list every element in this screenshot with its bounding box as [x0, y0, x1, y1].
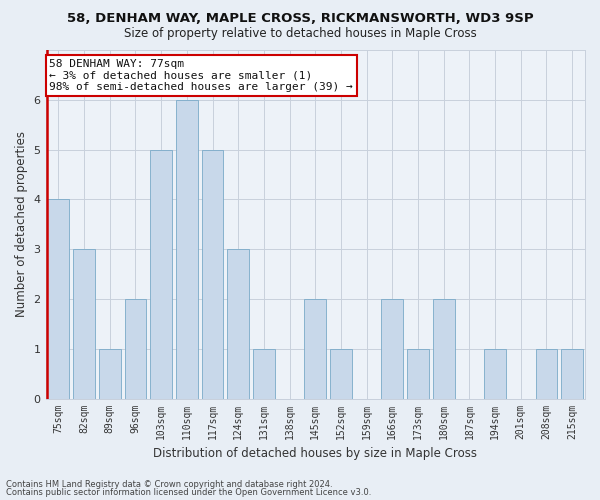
Bar — [330, 349, 352, 399]
Text: Contains public sector information licensed under the Open Government Licence v3: Contains public sector information licen… — [6, 488, 371, 497]
Bar — [47, 200, 70, 398]
Bar — [253, 349, 275, 399]
Bar — [536, 349, 557, 399]
Bar — [561, 349, 583, 399]
Text: Size of property relative to detached houses in Maple Cross: Size of property relative to detached ho… — [124, 28, 476, 40]
Bar — [484, 349, 506, 399]
Bar — [304, 299, 326, 398]
Bar — [176, 100, 198, 398]
X-axis label: Distribution of detached houses by size in Maple Cross: Distribution of detached houses by size … — [153, 447, 477, 460]
Bar — [227, 249, 249, 398]
Bar — [433, 299, 455, 398]
Bar — [407, 349, 429, 399]
Text: 58, DENHAM WAY, MAPLE CROSS, RICKMANSWORTH, WD3 9SP: 58, DENHAM WAY, MAPLE CROSS, RICKMANSWOR… — [67, 12, 533, 26]
Bar — [73, 249, 95, 398]
Bar — [382, 299, 403, 398]
Y-axis label: Number of detached properties: Number of detached properties — [15, 132, 28, 318]
Bar — [150, 150, 172, 398]
Bar — [125, 299, 146, 398]
Text: Contains HM Land Registry data © Crown copyright and database right 2024.: Contains HM Land Registry data © Crown c… — [6, 480, 332, 489]
Bar — [202, 150, 223, 398]
Text: 58 DENHAM WAY: 77sqm
← 3% of detached houses are smaller (1)
98% of semi-detache: 58 DENHAM WAY: 77sqm ← 3% of detached ho… — [49, 59, 353, 92]
Bar — [99, 349, 121, 399]
